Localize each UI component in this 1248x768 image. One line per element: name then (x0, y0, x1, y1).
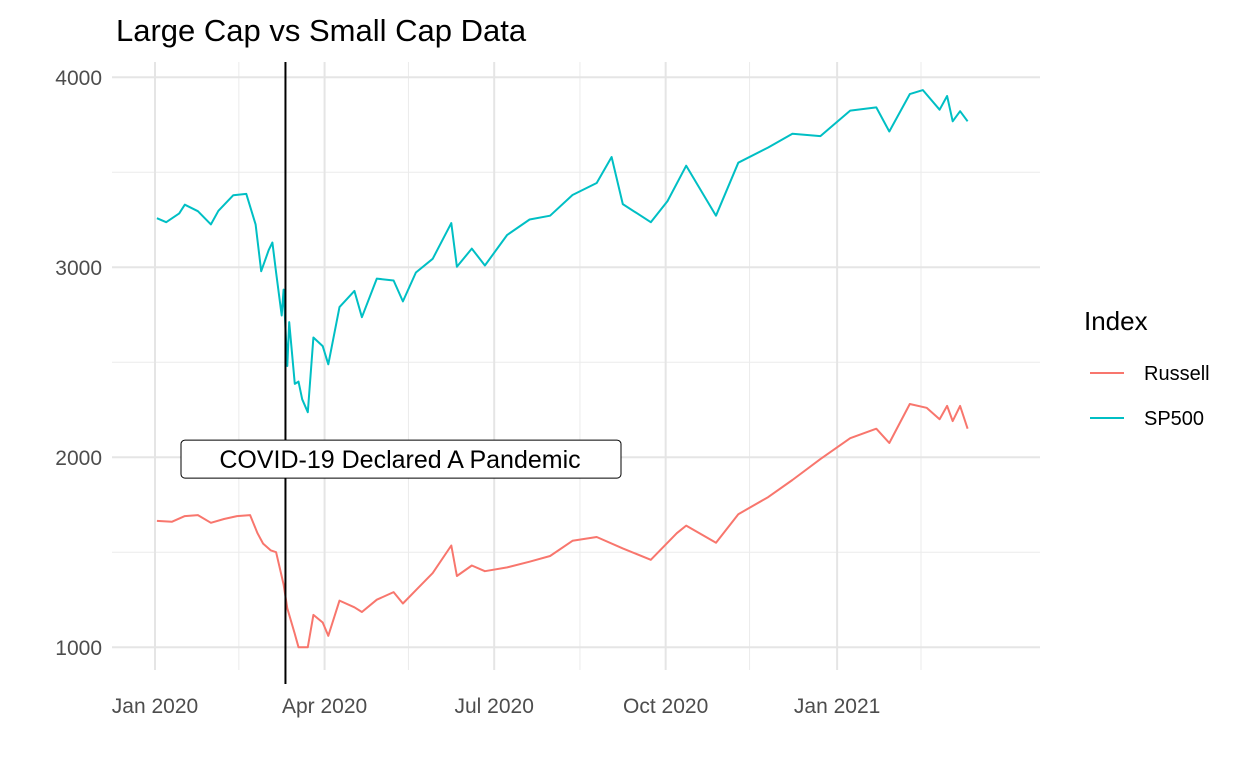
legend-label-russell: Russell (1144, 363, 1210, 385)
x-tick-label: Jul 2020 (454, 695, 533, 718)
x-tick-label: Jan 2020 (112, 695, 198, 718)
x-tick-label: Jan 2021 (794, 695, 880, 718)
y-tick-label: 2000 (55, 447, 102, 470)
series-lines (156, 89, 969, 649)
legend-label-sp500: SP500 (1144, 408, 1204, 430)
legend-items: Russell SP500 (1090, 363, 1210, 430)
series-line-sp500 (156, 89, 969, 414)
x-axis-tick-labels: Jan 2020 Apr 2020 Jul 2020 Oct 2020 Jan 2021 (112, 695, 881, 718)
major-gridlines (112, 62, 1040, 670)
minor-gridlines (112, 62, 1040, 670)
series-line-russell (156, 403, 969, 649)
legend-title: Index (1084, 306, 1148, 336)
x-tick-label: Apr 2020 (282, 695, 367, 718)
y-tick-label: 1000 (55, 637, 102, 660)
chart-title: Large Cap vs Small Cap Data (116, 13, 527, 48)
y-tick-label: 3000 (55, 257, 102, 280)
annotation-text: COVID-19 Declared A Pandemic (219, 446, 580, 474)
annotation-box (180, 439, 622, 479)
legend: Index Russell SP500 (1084, 306, 1210, 430)
y-axis-tick-labels: 1000 2000 3000 4000 (55, 67, 102, 660)
x-tick-label: Oct 2020 (623, 695, 708, 718)
annotation-label: COVID-19 Declared A Pandemic (180, 439, 622, 479)
y-tick-label: 4000 (55, 67, 102, 90)
